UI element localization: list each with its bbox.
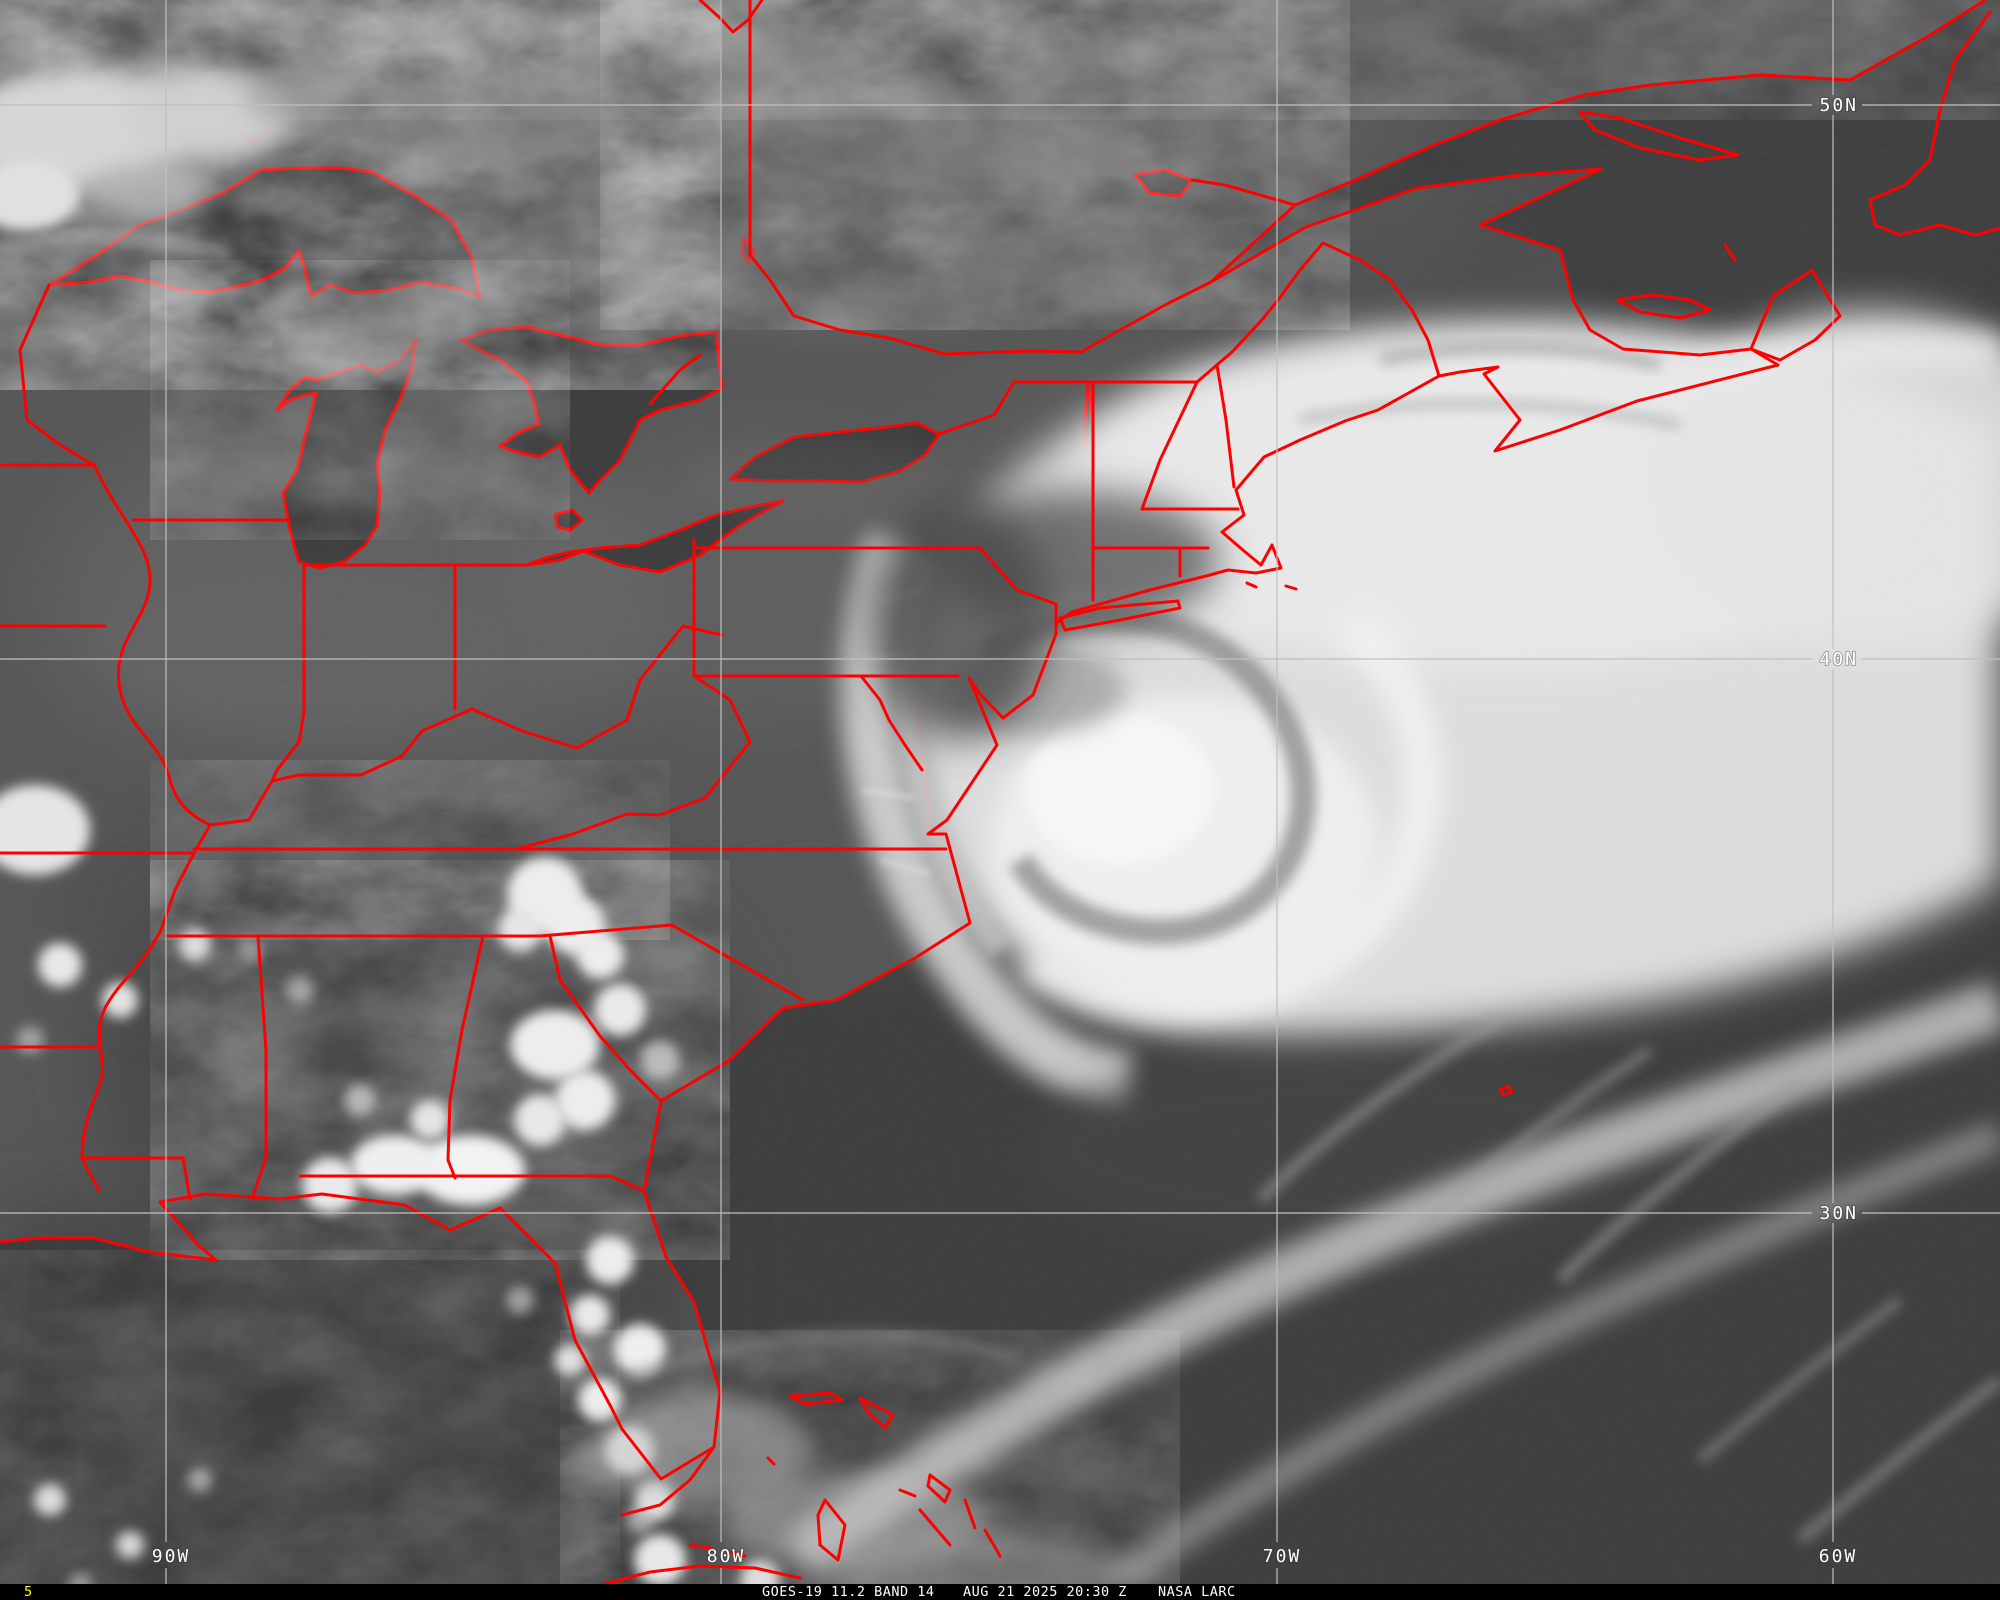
lon-label-90w: 90W bbox=[152, 1546, 191, 1567]
anticosti-island bbox=[1578, 110, 1740, 162]
cat-island bbox=[963, 1498, 977, 1530]
lon-label-60w: 60W bbox=[1819, 1546, 1858, 1567]
magdalen-islands bbox=[1723, 243, 1737, 262]
lat-label-30n: 30N bbox=[1819, 1203, 1858, 1224]
long-island-bahamas bbox=[983, 1528, 1002, 1558]
bahamas-cuba bbox=[598, 1391, 1002, 1587]
newfoundland-coast bbox=[1868, 10, 2000, 237]
abaco-island bbox=[858, 1396, 895, 1430]
lon-label-80w: 80W bbox=[707, 1546, 746, 1567]
product-label: GOES-19 11.2 BAND 14 bbox=[762, 1584, 935, 1600]
state-boundaries bbox=[0, 241, 1441, 1201]
marthas-vineyard bbox=[1245, 581, 1258, 589]
bimini bbox=[766, 1456, 776, 1466]
andros-island bbox=[816, 1498, 847, 1562]
status-bar: 5 GOES-19 11.2 BAND 14 AUG 21 2025 20:30… bbox=[0, 1584, 2000, 1600]
cuban-cays bbox=[688, 1543, 747, 1558]
new-providence bbox=[898, 1488, 917, 1498]
nantucket bbox=[1284, 584, 1298, 591]
canada-boundaries bbox=[648, 0, 1213, 436]
bermuda bbox=[1498, 1084, 1514, 1097]
lon-label-70w: 70W bbox=[1263, 1546, 1302, 1567]
lat-label-40n: 40N bbox=[1819, 649, 1858, 670]
prince-edward-island bbox=[1616, 293, 1712, 320]
cuba-north-coast bbox=[598, 1564, 802, 1587]
florida-keys bbox=[620, 1445, 716, 1517]
lat-label-50n: 50N bbox=[1819, 95, 1858, 116]
eleuthera bbox=[926, 1473, 952, 1504]
islands bbox=[1058, 10, 2000, 1097]
cape-breton-island bbox=[1749, 268, 1842, 362]
credit-label: NASA LARC bbox=[1158, 1584, 1236, 1600]
long-island bbox=[1058, 599, 1182, 632]
frame-number: 5 bbox=[24, 1584, 33, 1600]
timestamp-label: AUG 21 2025 20:30 Z bbox=[963, 1584, 1127, 1600]
exuma-cays bbox=[918, 1508, 952, 1547]
coastline bbox=[0, 0, 1987, 1481]
grid-labels: 50N 40N 30N 90W 80W 70W 60W bbox=[151, 94, 1858, 1568]
grand-bahama bbox=[788, 1391, 844, 1406]
